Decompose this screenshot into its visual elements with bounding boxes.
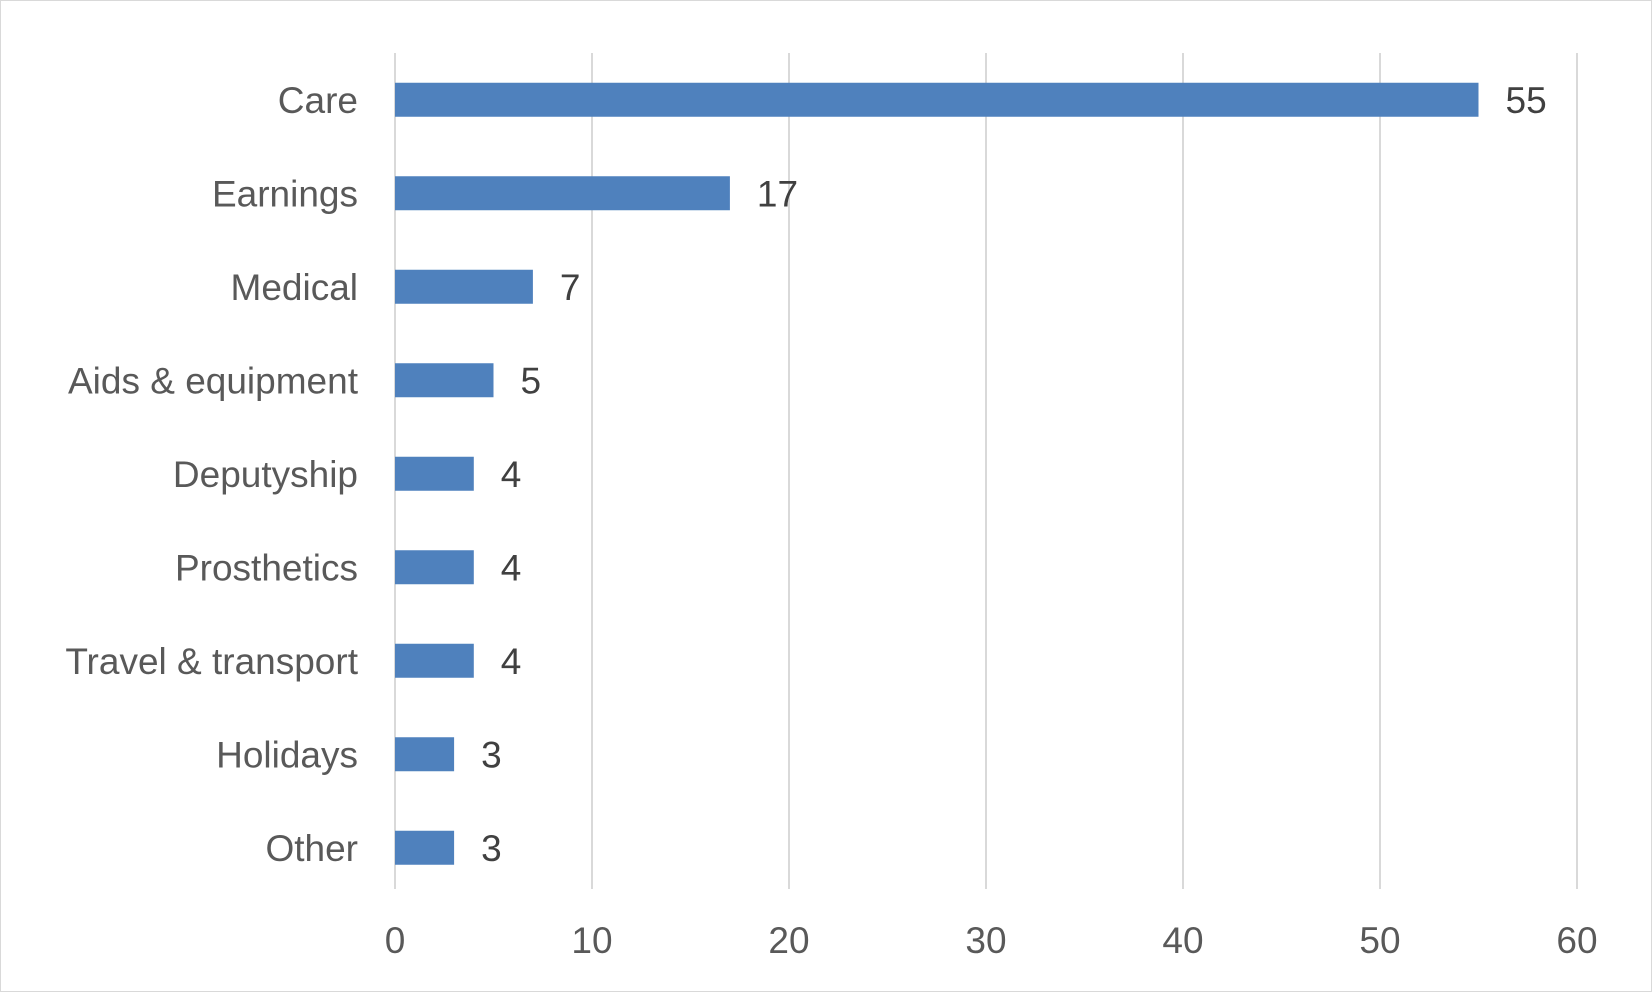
bar [395,830,455,865]
category-label: Medical [231,267,359,308]
data-label: 4 [501,454,522,495]
bar [395,550,474,585]
category-label: Care [278,80,358,121]
bar [395,456,474,491]
category-label: Earnings [212,173,358,214]
bar [395,643,474,678]
x-axis-tick-labels: 0 10 20 30 40 50 60 [385,920,1598,961]
data-label: 4 [501,547,522,588]
category-label: Deputyship [173,454,358,495]
x-tick-label: 60 [1556,920,1597,961]
bar [395,176,730,211]
bar [395,363,494,398]
x-tick-label: 10 [571,920,612,961]
bar [395,82,1479,117]
category-label: Aids & equipment [68,360,359,401]
x-tick-label: 20 [768,920,809,961]
bar [395,269,533,304]
category-label: Prosthetics [175,547,358,588]
category-label: Holidays [216,734,358,775]
category-label: Travel & transport [65,641,358,682]
data-label: 3 [481,828,502,869]
data-label: 4 [501,641,522,682]
data-label: 17 [757,173,798,214]
bar [395,737,455,772]
bars [395,82,1479,865]
x-tick-label: 30 [965,920,1006,961]
category-labels: Care Earnings Medical Aids & equipment Deput… [65,80,358,869]
data-labels: 55 17 7 5 4 4 4 3 3 [481,80,1547,869]
x-tick-label: 0 [385,920,406,961]
category-label: Other [265,828,358,869]
data-label: 7 [560,267,581,308]
data-label: 5 [521,360,542,401]
data-label: 55 [1506,80,1547,121]
data-label: 3 [481,734,502,775]
x-tick-label: 50 [1359,920,1400,961]
x-tick-label: 40 [1162,920,1203,961]
